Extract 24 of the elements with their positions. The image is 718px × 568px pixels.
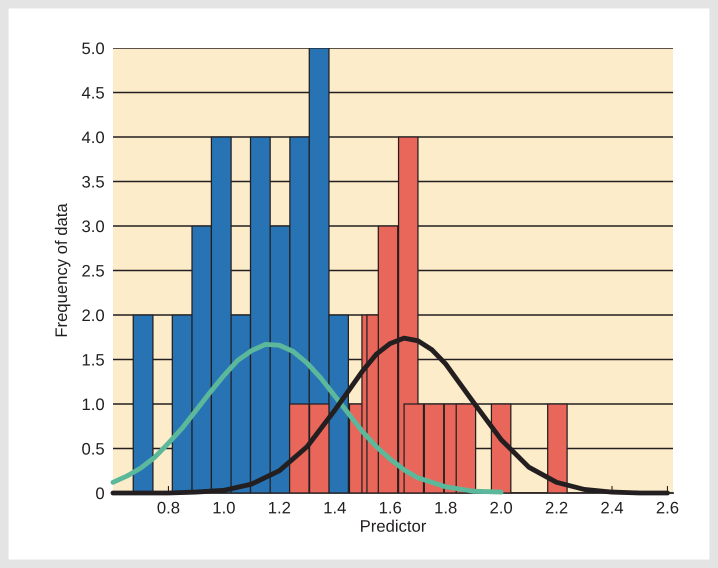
y-tick-label: 5.0 [82,42,104,54]
y-tick-label: 1.0 [82,398,104,410]
x-tick-label: 2.0 [490,502,512,514]
y-tick-label: 0 [96,487,104,500]
y-tick-label: 4.5 [82,87,104,99]
y-tick-label: 4.0 [82,131,104,144]
y-tick-label: 3.5 [82,176,104,188]
x-tick-label: 2.4 [601,502,624,514]
x-tick-label: 2.6 [656,502,678,514]
y-tick-label: 2.5 [82,264,104,277]
y-tick-label: 2.0 [82,309,104,322]
y-axis-title: Frequency of data [54,203,70,336]
line-series [110,342,504,495]
y-tick-label: 0.5 [82,442,104,455]
x-tick-label: 1.0 [214,502,235,514]
x-axis-title: Predictor [361,520,426,532]
x-tick-label: 1.2 [269,502,290,514]
y-tick-label: 1.5 [82,354,104,366]
x-tick-label: 1.6 [380,502,402,514]
x-tick-label: 1.4 [324,502,346,514]
x-tick-label: 1.8 [435,502,457,514]
x-tick-label: 2.2 [546,502,568,514]
y-tick-label: 3.0 [82,220,104,232]
x-tick-label: 0.8 [158,502,180,514]
